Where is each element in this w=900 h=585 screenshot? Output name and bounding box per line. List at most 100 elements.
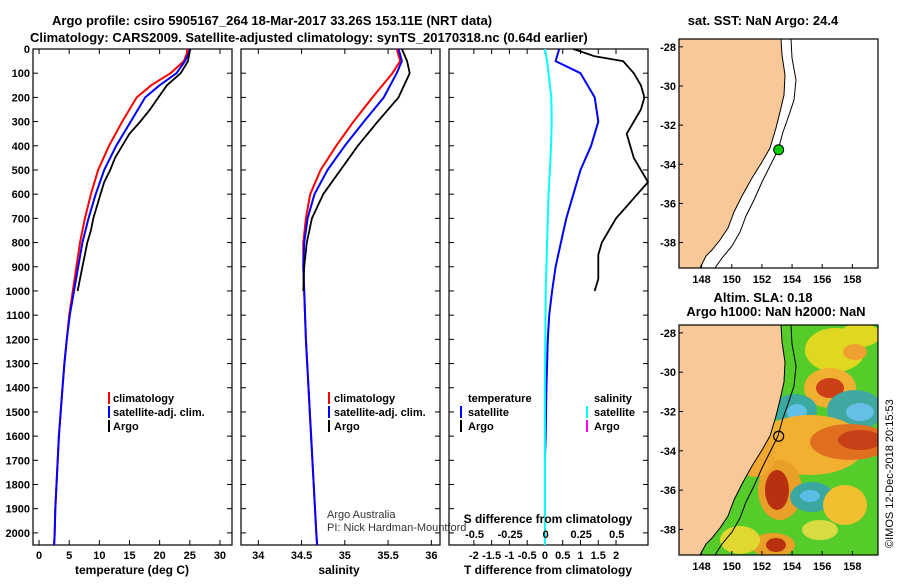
sla-anomaly <box>838 430 878 450</box>
map-x-tick-label: 150 <box>723 561 741 573</box>
legend-label-t-argo: Argo <box>468 421 494 433</box>
map-x-tick-label: 156 <box>813 561 831 573</box>
map-x-tick-label: 152 <box>753 274 771 286</box>
depth-tick-label: 1200 <box>6 334 30 346</box>
x-tick-label: -0.5 <box>518 550 537 562</box>
map-y-tick-label: -36 <box>660 485 676 497</box>
sla-anomaly <box>720 526 760 554</box>
depth-tick-label: 1000 <box>6 286 30 298</box>
legend-label-climatology: climatology <box>334 393 396 405</box>
series-line-argo <box>302 48 411 292</box>
difference-xlabel: T difference from climatology <box>464 563 632 577</box>
x-tick-label: 1.5 <box>591 550 606 562</box>
annotation-line-1: Argo Australia <box>327 509 396 521</box>
sst-shelf-contour <box>714 38 797 269</box>
legend-title-salinity: salinity <box>594 393 633 405</box>
map-x-tick-label: 154 <box>783 561 802 573</box>
x-tick-label: 10 <box>93 550 105 562</box>
series-line-satellite-adj-clim <box>53 48 191 546</box>
sla-map-subtitle: Argo h1000: NaN h2000: NaN <box>686 304 865 319</box>
sla-anomaly <box>846 403 874 421</box>
x-tick-label: 1 <box>577 550 583 562</box>
map-y-tick-label: -30 <box>660 367 676 379</box>
legend-label-s-argo: Argo <box>594 421 620 433</box>
map-y-tick-label: -34 <box>660 159 677 171</box>
series-line-climatology <box>302 48 402 546</box>
legend-label-s-satellite: satellite <box>594 407 635 419</box>
sla-anomaly <box>823 485 867 525</box>
map-x-tick-label: 148 <box>692 274 710 286</box>
difference-legend-salinity: salinity satellite Argo <box>586 393 635 433</box>
series-line-climatology <box>53 48 189 546</box>
depth-tick-label: 600 <box>12 189 30 201</box>
legend-label-climatology: climatology <box>113 393 175 405</box>
x-tick-label: 25 <box>184 550 196 562</box>
series-line-t-satellite <box>543 48 600 461</box>
secondary-tick-label: 0.5 <box>609 529 624 541</box>
annotation-line-2: PI: Nick Hardman-Mountford <box>327 522 466 534</box>
x-tick-label: 35.5 <box>377 550 398 562</box>
depth-tick-label: 300 <box>12 117 30 129</box>
x-tick-label: -2 <box>469 550 479 562</box>
series-line-argo <box>76 48 192 292</box>
map-x-tick-label: 154 <box>783 274 802 286</box>
map-y-tick-label: -30 <box>660 81 676 93</box>
depth-tick-label: 1800 <box>6 480 30 492</box>
x-tick-label: -1.5 <box>482 550 501 562</box>
depth-tick-label: 2000 <box>6 528 30 540</box>
series-line-t-argo <box>573 48 649 292</box>
map-x-tick-label: 158 <box>843 561 861 573</box>
x-tick-label: 36 <box>425 550 437 562</box>
depth-tick-label: 1300 <box>6 359 30 371</box>
sla-anomaly <box>800 490 820 502</box>
sla-anomaly <box>843 344 867 360</box>
depth-tick-label: 1900 <box>6 504 30 516</box>
x-tick-label: 20 <box>154 550 166 562</box>
x-tick-label: 0 <box>542 550 548 562</box>
sla-anomaly <box>816 378 844 398</box>
sla-map-frame <box>678 324 879 556</box>
sla-anomaly <box>765 470 789 510</box>
secondary-tick-label: -0.25 <box>498 529 523 541</box>
legend-title-temperature: temperature <box>468 393 532 405</box>
map-x-tick-label: 152 <box>753 561 771 573</box>
map-x-tick-label: 156 <box>813 274 831 286</box>
x-tick-label: 34.5 <box>291 550 312 562</box>
map-y-tick-label: -32 <box>660 406 676 418</box>
title-line-1: Argo profile: csiro 5905167_264 18-Mar-2… <box>52 13 492 28</box>
sst-map-frame <box>678 38 879 269</box>
depth-tick-label: 0 <box>24 44 30 56</box>
secondary-tick-label: -0.5 <box>465 529 484 541</box>
sla-land <box>679 325 786 555</box>
sla-anomaly <box>766 538 786 552</box>
x-tick-label: 2 <box>613 550 619 562</box>
map-y-tick-label: -28 <box>660 42 676 54</box>
map-x-tick-label: 158 <box>843 274 861 286</box>
difference-legend-temperature: temperature satellite Argo <box>460 393 532 433</box>
depth-tick-label: 400 <box>12 141 30 153</box>
depth-tick-label: 1700 <box>6 455 30 467</box>
depth-tick-label: 900 <box>12 262 30 274</box>
x-tick-label: 0 <box>36 550 42 562</box>
depth-tick-label: 1600 <box>6 431 30 443</box>
legend-label-argo: Argo <box>334 421 360 433</box>
depth-tick-label: 800 <box>12 238 30 250</box>
depth-tick-label: 1500 <box>6 407 30 419</box>
sla-anomaly <box>840 325 878 347</box>
x-tick-label: 0.5 <box>555 550 570 562</box>
legend-label-t-satellite: satellite <box>468 407 509 419</box>
imos-credit: ©IMOS 12-Dec-2018 20:15:53 <box>884 399 896 548</box>
salinity-panel: 34 34.5 35 35.5 36 salinity climatology sate… <box>240 48 466 577</box>
sla-anomaly <box>802 520 838 540</box>
x-tick-label: -1 <box>505 550 515 562</box>
x-tick-label: 35 <box>339 550 351 562</box>
sla-map-title: Altim. SLA: 0.18 <box>714 290 813 305</box>
map-y-tick-label: -38 <box>660 524 676 536</box>
depth-tick-label: 500 <box>12 165 30 177</box>
series-line-satellite-adj-clim <box>302 48 403 546</box>
map-y-tick-label: -38 <box>660 238 676 250</box>
map-y-tick-label: -32 <box>660 120 676 132</box>
legend-label-satellite: satellite-adj. clim. <box>334 407 426 419</box>
temperature-panel: 0 5 10 15 20 25 30 temperature (deg C) climato… <box>32 48 233 577</box>
